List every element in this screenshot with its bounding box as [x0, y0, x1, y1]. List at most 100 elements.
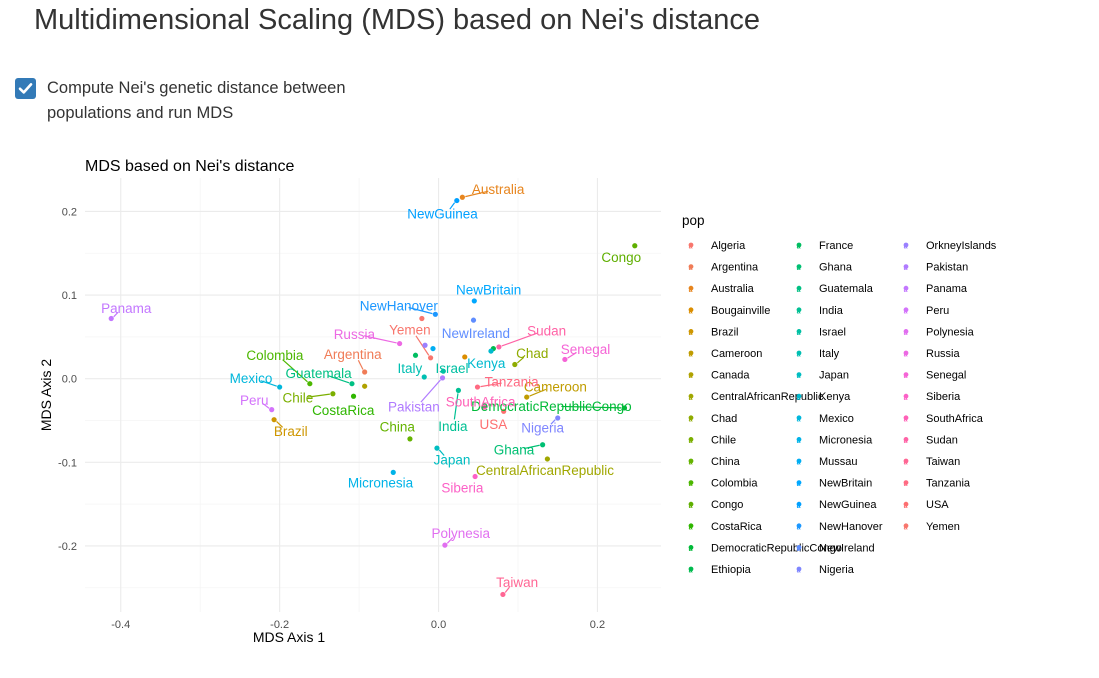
point-yemen	[428, 355, 434, 361]
point-label-mexico: Mexico	[230, 371, 273, 386]
legend-key-siberia	[903, 393, 909, 399]
legend-key-polynesia	[903, 329, 909, 334]
legend-label-siberia: Siberia	[926, 391, 961, 403]
point-china	[407, 436, 413, 442]
legend-key-south-africa	[903, 415, 909, 421]
legend-key-costa-rica	[688, 523, 694, 529]
legend-key-brazil	[688, 329, 694, 334]
point-colombia	[307, 381, 313, 387]
point-south-africa	[482, 404, 488, 410]
point-label-democratic-republic-congo: DemocraticRepublicCongo	[471, 399, 632, 414]
point-mexico	[277, 384, 283, 390]
legend-key-glyph-russia: a	[904, 352, 908, 359]
point-leader-senegal	[567, 351, 577, 359]
legend-label-costa-rica: CostaRica	[711, 521, 763, 533]
point-label-tanzania: Tanzania	[485, 375, 540, 390]
legend-key-glyph-cameroon: a	[689, 352, 693, 359]
legend-key-orkney-islands	[903, 242, 909, 248]
point-leader-yemen	[415, 335, 430, 356]
point-pakistan	[439, 375, 446, 381]
legend-label-micronesia: Micronesia	[819, 434, 873, 446]
legend-key-glyph-mexico: a	[797, 416, 801, 423]
legend-key-glyph-pakistan: a	[904, 265, 908, 272]
legend-key-peru	[903, 307, 909, 313]
legend-key-glyph-brazil: a	[689, 330, 693, 337]
point-label-yemen: Yemen	[389, 323, 431, 338]
point-democratic-republic-congo	[621, 405, 628, 411]
point-siberia	[472, 473, 478, 480]
point-orkney-islands	[422, 342, 428, 348]
legend-key-glyph-new-hanover: a	[797, 524, 801, 531]
legend-key-argentina	[688, 264, 694, 269]
legend-key-glyph-china: a	[689, 460, 693, 467]
point-label-cameroon: Cameroon	[524, 380, 587, 395]
legend-label-chile: Chile	[711, 434, 736, 446]
legend-label-russia: Russia	[926, 348, 961, 360]
legend-key-glyph-sudan: a	[904, 438, 908, 445]
point-sudan	[496, 344, 502, 350]
legend-key-glyph-orkney-islands: a	[904, 244, 908, 251]
run-mds-option[interactable]: Compute Nei's genetic distance between p…	[15, 76, 377, 126]
point-kenya	[488, 348, 494, 354]
legend-key-mussau	[796, 458, 802, 464]
point-usa	[501, 408, 507, 414]
y-tick-label: 0.2	[62, 206, 77, 218]
point-label-guatemala: Guatemala	[286, 366, 353, 381]
legend-key-panama	[903, 285, 909, 291]
legend-label-panama: Panama	[926, 283, 968, 295]
legend-key-glyph-south-africa: a	[904, 416, 908, 423]
legend-label-japan: Japan	[819, 370, 849, 382]
point-label-polynesia: Polynesia	[432, 526, 491, 541]
point-leader-guatemala	[327, 375, 350, 384]
run-mds-checkbox[interactable]	[15, 78, 36, 99]
legend-key-glyph-chad: a	[689, 416, 693, 423]
legend-key-new-ireland	[796, 545, 802, 550]
legend-label-mussau: Mussau	[819, 456, 858, 468]
point-label-pakistan: Pakistan	[388, 400, 440, 415]
legend-label-italy: Italy	[819, 348, 840, 360]
point-leader-tanzania	[480, 382, 502, 388]
point-israel	[440, 368, 446, 374]
legend-key-new-guinea	[796, 501, 802, 507]
point-label-costa-rica: CostaRica	[312, 403, 375, 418]
run-mds-label[interactable]: Compute Nei's genetic distance between p…	[47, 79, 346, 122]
point-japan	[434, 445, 440, 451]
point-leader-democratic-republic-congo	[561, 405, 622, 409]
legend-label-new-hanover: NewHanover	[819, 521, 883, 533]
legend-key-glyph-chile: a	[689, 438, 693, 445]
point-nigeria	[555, 415, 561, 421]
legend-key-glyph-costa-rica: a	[689, 524, 693, 531]
legend-key-glyph-guatemala: a	[797, 287, 801, 294]
point-leader-india	[453, 393, 459, 420]
legend-key-glyph-colombia: a	[689, 481, 693, 488]
point-russia	[397, 340, 403, 347]
legend-key-italy	[796, 350, 802, 356]
legend-key-tanzania	[903, 480, 909, 485]
legend-label-south-africa: SouthAfrica	[926, 413, 984, 425]
legend-key-pakistan	[903, 264, 909, 269]
point-chad	[512, 361, 518, 368]
point-label-australia: Australia	[472, 182, 525, 197]
legend-label-guatemala: Guatemala	[819, 283, 874, 295]
point-ghana	[540, 442, 546, 448]
point-argentina	[362, 369, 368, 375]
legend-label-india: India	[819, 305, 844, 317]
legend-key-senegal	[903, 372, 909, 377]
y-tick-label: -0.2	[58, 541, 77, 553]
legend-label-senegal: Senegal	[926, 370, 966, 382]
point-leader-argentina	[357, 359, 364, 370]
legend-label-colombia: Colombia	[711, 478, 758, 490]
point-micronesia	[390, 469, 396, 475]
legend-key-glyph-democratic-republic-congo: a	[689, 546, 693, 553]
legend-key-usa	[903, 501, 909, 507]
legend-key-bougainville	[688, 307, 694, 313]
legend-label-israel: Israel	[819, 326, 846, 338]
legend-key-chile	[688, 437, 694, 442]
point-canada	[362, 383, 368, 389]
legend-key-glyph-kenya: a	[797, 395, 801, 402]
legend-key-glyph-israel: a	[797, 330, 801, 337]
point-label-senegal: Senegal	[561, 342, 611, 357]
point-chile	[330, 391, 336, 397]
legend-label-democratic-republic-congo: DemocraticRepublicCongo	[711, 542, 842, 554]
y-tick-label: 0.0	[62, 374, 77, 386]
